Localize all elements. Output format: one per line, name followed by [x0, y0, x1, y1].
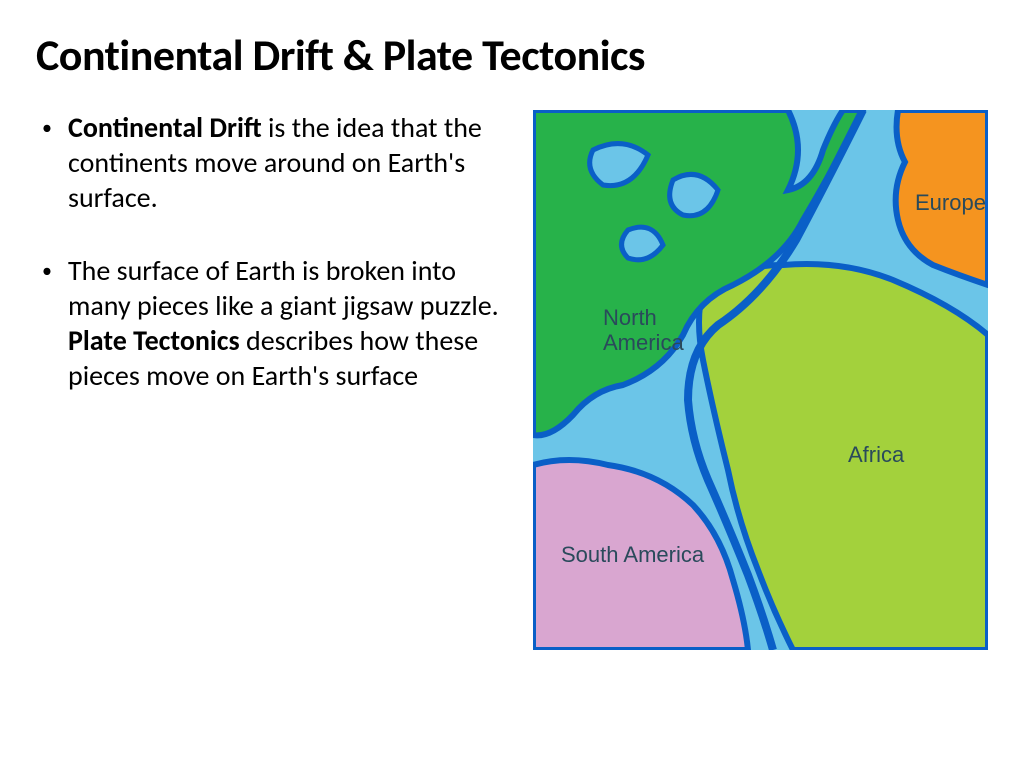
map-column: North America Europe Africa South Americ… — [533, 110, 988, 650]
bullet-1-bold: Continental Drift — [68, 110, 262, 145]
slide: Continental Drift & Plate Tectonics • Co… — [0, 0, 1024, 768]
label-north-america-2: America — [603, 330, 684, 355]
bullet-2-pre: The surface of Earth is broken into many… — [68, 253, 499, 323]
bullet-2-text: The surface of Earth is broken into many… — [68, 253, 513, 393]
bullet-dot-icon: • — [36, 110, 68, 215]
label-africa: Africa — [848, 442, 905, 467]
bullet-dot-icon: • — [36, 253, 68, 393]
na-inlet-3 — [622, 227, 664, 260]
bullet-2-bold: Plate Tectonics — [68, 323, 240, 358]
text-column: • Continental Drift is the idea that the… — [36, 110, 513, 650]
bullet-2: • The surface of Earth is broken into ma… — [36, 253, 513, 393]
content-row: • Continental Drift is the idea that the… — [36, 110, 988, 650]
label-north-america-1: North — [603, 305, 657, 330]
page-title: Continental Drift & Plate Tectonics — [36, 28, 988, 82]
bullet-1-text: Continental Drift is the idea that the c… — [68, 110, 513, 215]
continents-map: North America Europe Africa South Americ… — [533, 110, 988, 650]
label-europe: Europe — [915, 190, 986, 215]
bullet-1: • Continental Drift is the idea that the… — [36, 110, 513, 215]
label-south-america: South America — [561, 542, 705, 567]
